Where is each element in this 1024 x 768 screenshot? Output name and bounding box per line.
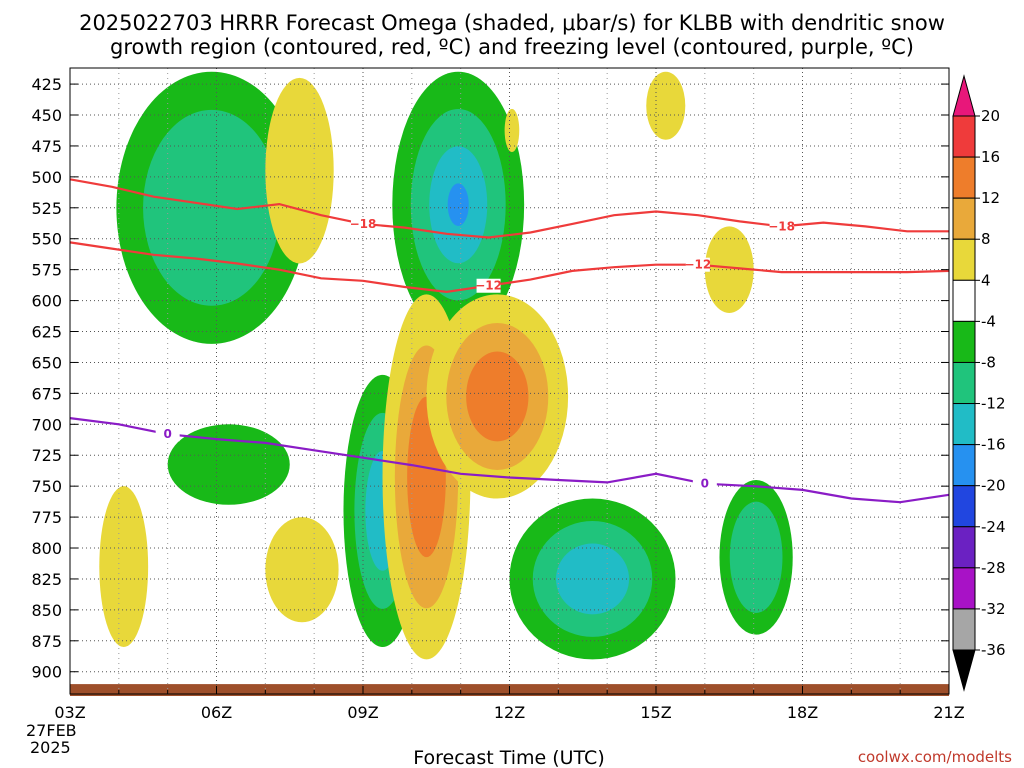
y-tick-label: 575 bbox=[31, 261, 62, 280]
colorbar-swatch--8_-4 bbox=[952, 320, 976, 363]
isotherm-minus12-label-bg bbox=[685, 257, 710, 272]
omega-region-4-level-2 bbox=[555, 543, 630, 615]
colorbar-tick-label: -4 bbox=[981, 312, 996, 330]
x-tick-label: 03Z bbox=[54, 703, 85, 722]
freezing-level-contour-label-bg bbox=[692, 476, 717, 491]
omega-region-5-level-1 bbox=[729, 501, 783, 613]
colorbar-tick-label: -12 bbox=[981, 395, 1006, 413]
y-tick-label: 675 bbox=[31, 384, 62, 403]
colorbar-bottom-arrow bbox=[952, 649, 976, 692]
colorbar-swatch--24_-20 bbox=[952, 485, 976, 528]
isotherm-minus12 bbox=[69, 241, 950, 294]
y-tick-label: 900 bbox=[31, 663, 62, 682]
isotherm-minus12-label: −12 bbox=[684, 258, 711, 272]
colorbar-swatch-16_20 bbox=[952, 115, 976, 158]
isotherm-minus18-label: −18 bbox=[350, 217, 377, 231]
isotherm-minus18-label-bg bbox=[351, 216, 375, 231]
colorbar-tick-label: -8 bbox=[981, 353, 996, 371]
x-tick-label: 18Z bbox=[787, 703, 818, 722]
colorbar-tick-label: -36 bbox=[981, 641, 1006, 659]
colorbar-swatch--16_-12 bbox=[952, 403, 976, 446]
colorbar-swatch-8_12 bbox=[952, 197, 976, 240]
colorbar-tick-label: -32 bbox=[981, 600, 1006, 618]
colorbar-swatch--12_-8 bbox=[952, 361, 976, 405]
omega-region-10-level-0 bbox=[265, 517, 339, 623]
grid bbox=[69, 68, 950, 694]
freezing-level-contour-label: 0 bbox=[701, 477, 709, 491]
freezing-level-contour-label-bg bbox=[155, 427, 180, 442]
colorbar-swatch-12_16 bbox=[952, 156, 976, 199]
colorbar-tick-label: 16 bbox=[981, 148, 1000, 166]
freezing-level-contour bbox=[69, 417, 950, 504]
freezing-level-contour-label: 0 bbox=[163, 427, 171, 441]
chart-title-line2: growth region (contoured, red, ºC) and f… bbox=[110, 35, 914, 59]
y-tick-label: 625 bbox=[31, 323, 62, 342]
colorbar-tick-label: 12 bbox=[981, 189, 1000, 207]
colorbar-tick-label: -24 bbox=[981, 518, 1006, 536]
start-date-label: 27FEB bbox=[26, 721, 77, 740]
isotherm-contours: −18 −18 −12 −12 0 0 bbox=[69, 178, 950, 504]
omega-region-11-level-0 bbox=[504, 108, 520, 153]
y-tick-label: 875 bbox=[31, 632, 62, 651]
colorbar-tick-label: 4 bbox=[981, 271, 991, 289]
y-tick-label: 650 bbox=[31, 353, 62, 372]
colorbar-swatch--20_-16 bbox=[952, 444, 976, 487]
y-tick-label: 800 bbox=[31, 539, 62, 558]
colorbar-swatch--32_-28 bbox=[952, 567, 976, 610]
y-tick-label: 475 bbox=[31, 137, 62, 156]
omega-region-7-level-2 bbox=[466, 351, 529, 442]
omega-region-9-level-0 bbox=[265, 77, 334, 264]
colorbar-swatch--4_4 bbox=[952, 279, 976, 322]
colorbar-swatch--36_-32 bbox=[952, 608, 976, 651]
y-tick-label: 450 bbox=[31, 106, 62, 125]
x-axis-label: Forecast Time (UTC) bbox=[413, 747, 604, 768]
colorbar-tick-label: -16 bbox=[981, 436, 1006, 454]
isotherm-minus18 bbox=[69, 178, 949, 239]
colorbar-swatch-4_8 bbox=[952, 238, 976, 281]
y-tick-label: 850 bbox=[31, 601, 62, 620]
omega-region-0-level-1 bbox=[143, 109, 281, 306]
y-tick-label: 525 bbox=[31, 199, 62, 218]
y-tick-label: 750 bbox=[31, 477, 62, 496]
x-tick-label: 15Z bbox=[640, 703, 671, 722]
plot-area bbox=[70, 68, 949, 696]
y-tick-label: 500 bbox=[31, 168, 62, 187]
colorbar-tick-label: 8 bbox=[981, 230, 991, 248]
x-tick-label: 12Z bbox=[494, 703, 525, 722]
isotherm-minus18-label: −18 bbox=[768, 219, 795, 233]
y-tick-label: 700 bbox=[31, 415, 62, 434]
y-tick-label: 550 bbox=[31, 230, 62, 249]
omega-region-3-level-0 bbox=[167, 424, 290, 505]
isotherm-minus12-label: −12 bbox=[475, 279, 502, 293]
colorbar-top-arrow bbox=[952, 74, 976, 117]
x-tick-label: 09Z bbox=[347, 703, 378, 722]
omega-region-8-level-0 bbox=[99, 486, 149, 647]
x-tick-label: 21Z bbox=[933, 703, 964, 722]
credit-text: coolwx.com/modelts bbox=[858, 748, 1012, 766]
y-tick-label: 725 bbox=[31, 446, 62, 465]
y-tick-label: 775 bbox=[31, 508, 62, 527]
omega-region-12-level-0 bbox=[646, 71, 686, 140]
omega-region-13-level-0 bbox=[704, 226, 754, 313]
isotherm-minus18-label-bg bbox=[769, 219, 794, 234]
isotherm-minus12-label-bg bbox=[476, 278, 501, 293]
colorbar-tick-label: -20 bbox=[981, 477, 1006, 495]
y-tick-label: 425 bbox=[31, 75, 62, 94]
start-year-label: 2025 bbox=[30, 738, 71, 757]
colorbar-swatch--28_-24 bbox=[952, 526, 976, 569]
axes: 425 450 475 500 525 550 575 600 625 650 675 700 725 7… bbox=[31, 67, 965, 722]
colorbar: 20 16 12 8 4 -4 -8 -12 -16 -20 -24 -28 -32 -36 bbox=[952, 74, 1006, 692]
chart-title-line1: 2025022703 HRRR Forecast Omega (shaded, … bbox=[79, 11, 945, 35]
colorbar-tick-label: 20 bbox=[981, 107, 1000, 125]
omega-region-1-level-3 bbox=[447, 183, 469, 226]
colorbar-tick-label: -28 bbox=[981, 559, 1006, 577]
x-tick-label: 06Z bbox=[201, 703, 232, 722]
y-tick-label: 600 bbox=[31, 292, 62, 311]
y-tick-label: 825 bbox=[31, 570, 62, 589]
